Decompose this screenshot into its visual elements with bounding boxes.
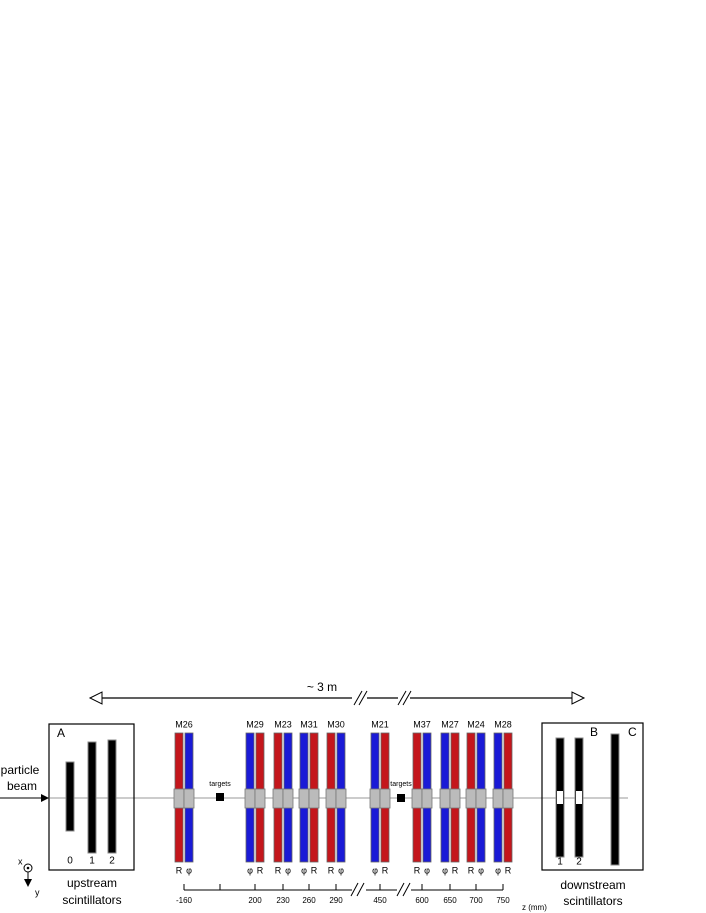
beam-label: particle: [1, 763, 40, 777]
box-label: C: [628, 725, 637, 739]
sensor-hybrid: [282, 788, 294, 809]
sensor-hybrid: [369, 788, 381, 809]
sensor-hybrid: [325, 788, 337, 809]
sensor-hybrid: [244, 788, 256, 809]
plane-label: φ: [478, 865, 484, 875]
plane-label: R: [452, 865, 459, 875]
plane-label: R: [257, 865, 264, 875]
plane-label: R: [311, 865, 318, 875]
target-label: targets: [390, 781, 412, 788]
sensor-hybrid: [475, 788, 487, 809]
plane-label: R: [414, 865, 421, 875]
module-name: M29: [246, 719, 264, 729]
scintillator: [610, 733, 620, 866]
sensor-hybrid: [183, 788, 195, 809]
plane-label: φ: [285, 865, 291, 875]
sensor-hybrid: [502, 788, 514, 809]
sensor-hybrid: [335, 788, 347, 809]
sensor-hybrid: [492, 788, 504, 809]
plane-label: φ: [442, 865, 448, 875]
caption: upstream: [67, 876, 117, 890]
tick-label: -160: [176, 896, 193, 905]
sensor-hybrid: [465, 788, 477, 809]
plane-label: R: [176, 865, 183, 875]
sensor-hybrid: [308, 788, 320, 809]
span-label: ~ 3 m: [307, 680, 337, 694]
plane-label: φ: [495, 865, 501, 875]
module-name: M24: [467, 719, 485, 729]
plane-label: φ: [301, 865, 307, 875]
module-name: M23: [274, 719, 292, 729]
coord-label: x: [18, 856, 23, 866]
tick-label: 750: [496, 896, 510, 905]
bar-label: 2: [576, 857, 582, 868]
beam-label: beam: [7, 779, 37, 793]
downstream-box: [541, 722, 644, 871]
sensor-hybrid: [298, 788, 310, 809]
target: [216, 793, 224, 801]
plane-label: R: [275, 865, 282, 875]
tick-label: 260: [302, 896, 316, 905]
module-name: M28: [494, 719, 512, 729]
module-name: M26: [175, 719, 193, 729]
tick-label: 700: [469, 896, 483, 905]
sensor-hybrid: [379, 788, 391, 809]
plane-label: φ: [186, 865, 192, 875]
scintillator: [107, 739, 117, 854]
sensor-hybrid: [254, 788, 266, 809]
bar-label: 1: [89, 856, 95, 867]
caption: downstream: [560, 878, 625, 892]
sensor-hybrid: [173, 788, 185, 809]
plane-label: φ: [372, 865, 378, 875]
sensor-hybrid: [411, 788, 423, 809]
box-label: A: [57, 726, 65, 740]
bar-label: 0: [67, 856, 73, 867]
module-name: M27: [441, 719, 459, 729]
scintillator: [87, 741, 97, 854]
module-name: M21: [371, 719, 389, 729]
z-axis: [184, 882, 503, 897]
scintillator: [65, 761, 75, 832]
sensor-hybrid: [439, 788, 451, 809]
target: [397, 794, 405, 802]
module-name: M30: [327, 719, 345, 729]
plane-label: φ: [338, 865, 344, 875]
plane-label: R: [468, 865, 475, 875]
plane-label: R: [382, 865, 389, 875]
plane-label: φ: [247, 865, 253, 875]
sensor-hybrid: [272, 788, 284, 809]
span-arrow: [88, 690, 586, 706]
coord-symbol: [26, 866, 30, 870]
scintillator-gap: [576, 791, 582, 804]
bar-label: 2: [109, 856, 115, 867]
scintillator-gap: [557, 791, 563, 804]
plane-label: φ: [424, 865, 430, 875]
sensor-hybrid: [421, 788, 433, 809]
upstream-box: [48, 723, 135, 871]
target-label: targets: [209, 781, 231, 788]
plane-label: R: [328, 865, 335, 875]
tick-label: 650: [443, 896, 457, 905]
coord-label: y: [35, 887, 40, 897]
tick-label: 230: [276, 896, 290, 905]
box-label: B: [590, 725, 598, 739]
caption: scintillators: [563, 894, 622, 908]
tick-label: 450: [373, 896, 387, 905]
caption: scintillators: [62, 893, 121, 907]
tick-label: 290: [329, 896, 343, 905]
tick-label: 200: [248, 896, 262, 905]
tick-label: 600: [415, 896, 429, 905]
sensor-hybrid: [449, 788, 461, 809]
bar-label: 1: [557, 857, 563, 868]
axis-label: z (mm): [522, 903, 547, 912]
module-name: M37: [413, 719, 431, 729]
module-name: M31: [300, 719, 318, 729]
plane-label: R: [505, 865, 512, 875]
